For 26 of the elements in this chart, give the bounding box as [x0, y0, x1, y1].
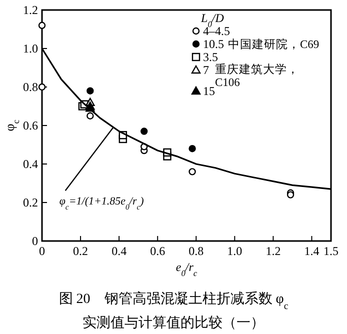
x-tick-label: 1.2 — [266, 244, 281, 258]
legend-label: 15 — [203, 84, 215, 98]
legend-label: 10.5 — [203, 37, 224, 51]
y-tick-label: 0.2 — [23, 196, 38, 210]
x-tick-label: 1.4 — [304, 244, 320, 258]
legend-title: L$_{0}$/D — [200, 11, 224, 28]
x-tick-label: 1.5 — [324, 244, 338, 258]
annotation: φ$_{c}$=1/(1+1.85e$_{0}$/r$_{c}$) — [59, 196, 144, 212]
annotation: 中国建研院，C69 — [228, 37, 320, 51]
legend-label: 3.5 — [203, 50, 218, 64]
text: 图 20 钢管高强混凝土柱折减系数 φ$_{c}$ — [58, 291, 289, 312]
legend-label: 7 — [203, 63, 209, 77]
x-tick-label: 0.2 — [73, 244, 88, 258]
annotation: 重庆建筑大学，C106 — [215, 62, 299, 89]
y-tick-label: 0.8 — [23, 80, 38, 94]
y-tick-label: 1.2 — [23, 3, 38, 17]
y-tick-label: 1.0 — [23, 42, 38, 56]
x-tick-label: 1.0 — [227, 244, 242, 258]
x-axis-title: e$_{0}$/r$_{c}$ — [176, 260, 198, 278]
x-tick-label: 0.4 — [112, 244, 127, 258]
y-tick-label: 0 — [32, 234, 38, 248]
x-tick-label: 0.8 — [188, 244, 204, 258]
x-tick-label: 0.6 — [150, 244, 166, 258]
y-tick-label: 0.4 — [23, 157, 38, 171]
y-tick-label: 0.6 — [23, 118, 38, 132]
text: 实测值与计算值的比较（一） — [82, 315, 264, 331]
